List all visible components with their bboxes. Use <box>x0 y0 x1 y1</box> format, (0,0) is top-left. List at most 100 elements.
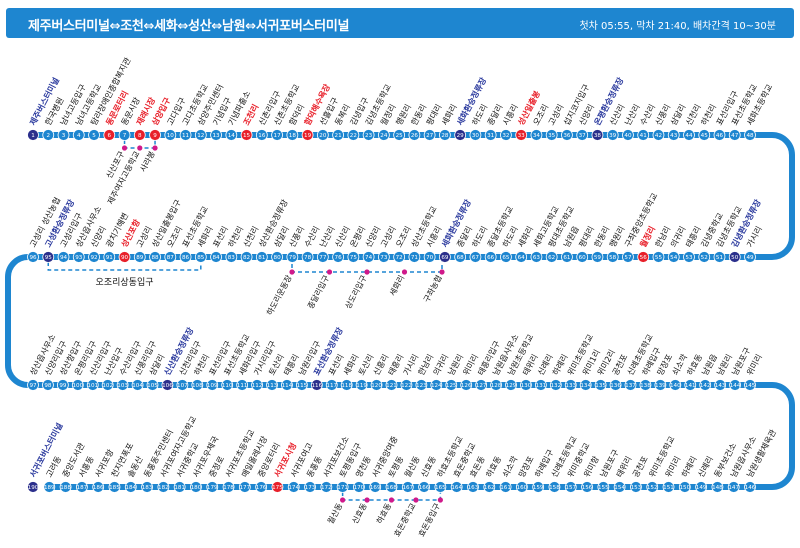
station-marker-50[interactable] <box>728 251 741 263</box>
station-marker-76[interactable] <box>332 251 345 263</box>
station-marker-179[interactable] <box>206 481 219 493</box>
station-marker-140[interactable] <box>669 379 682 391</box>
station-marker-3[interactable] <box>57 129 70 141</box>
station-marker-78[interactable] <box>301 251 314 263</box>
station-marker-122[interactable] <box>400 379 413 391</box>
station-marker-45[interactable] <box>698 129 711 141</box>
station-marker-37[interactable] <box>576 129 589 141</box>
station-marker-151[interactable] <box>662 481 675 493</box>
station-marker-73[interactable] <box>377 251 390 263</box>
station-marker-144[interactable] <box>729 379 741 391</box>
station-marker-137[interactable] <box>624 379 637 391</box>
station-marker-2[interactable] <box>42 129 55 141</box>
station-marker-102[interactable] <box>101 379 114 391</box>
station-marker-19[interactable] <box>301 129 314 141</box>
station-marker-17[interactable] <box>271 129 283 141</box>
station-marker-119[interactable] <box>355 379 368 391</box>
station-marker-172[interactable] <box>320 481 333 493</box>
station-marker-128[interactable] <box>490 379 502 391</box>
station-marker-132[interactable] <box>549 379 562 391</box>
station-marker-46[interactable] <box>713 129 726 141</box>
station-marker-25[interactable] <box>393 129 406 141</box>
station-marker-164[interactable] <box>450 481 463 493</box>
station-marker-176[interactable] <box>255 481 268 493</box>
station-marker-100[interactable] <box>71 379 84 391</box>
station-marker-104[interactable] <box>131 379 144 391</box>
station-marker-134[interactable] <box>579 379 592 391</box>
station-marker-188[interactable] <box>59 481 72 493</box>
station-marker-77[interactable] <box>316 251 329 263</box>
station-marker-131[interactable] <box>534 379 547 391</box>
station-marker-173[interactable] <box>304 481 316 493</box>
station-marker-161[interactable] <box>499 481 512 493</box>
station-marker-90[interactable] <box>118 251 131 263</box>
station-marker-170[interactable] <box>353 481 365 493</box>
station-marker-149[interactable] <box>695 481 708 493</box>
station-marker-182[interactable] <box>157 481 170 493</box>
station-marker-39[interactable] <box>606 129 619 141</box>
station-marker-44[interactable] <box>683 129 695 141</box>
station-marker-108[interactable] <box>191 379 204 391</box>
station-marker-130[interactable] <box>520 379 532 391</box>
station-marker-22[interactable] <box>347 129 360 141</box>
station-marker-68[interactable] <box>454 251 467 263</box>
station-marker-72[interactable] <box>393 251 406 263</box>
station-marker-103[interactable] <box>116 379 129 391</box>
station-marker-107[interactable] <box>176 379 189 391</box>
station-marker-14[interactable] <box>225 129 238 141</box>
station-marker-61[interactable] <box>561 251 573 263</box>
station-marker-118[interactable] <box>340 379 353 391</box>
station-marker-157[interactable] <box>564 481 577 493</box>
station-marker-181[interactable] <box>173 481 186 493</box>
station-marker-65[interactable] <box>500 251 512 263</box>
station-marker-31[interactable] <box>484 129 497 141</box>
station-marker-26[interactable] <box>408 129 421 141</box>
station-marker-1[interactable] <box>27 129 39 141</box>
station-marker-75[interactable] <box>347 251 360 263</box>
station-marker-142[interactable] <box>699 379 712 391</box>
station-marker-24[interactable] <box>377 129 390 141</box>
station-marker-55[interactable] <box>652 251 665 263</box>
station-marker-66[interactable] <box>484 251 497 263</box>
station-marker-99[interactable] <box>56 379 69 391</box>
station-marker-163[interactable] <box>467 481 479 493</box>
station-marker-83[interactable] <box>225 251 238 263</box>
station-marker-62[interactable] <box>545 251 558 263</box>
station-marker-146[interactable] <box>744 481 756 493</box>
station-marker-139[interactable] <box>654 379 667 391</box>
station-marker-148[interactable] <box>711 481 724 493</box>
station-marker-186[interactable] <box>92 481 105 493</box>
station-marker-147[interactable] <box>727 481 740 493</box>
station-marker-160[interactable] <box>515 481 528 493</box>
station-marker-23[interactable] <box>362 129 375 141</box>
station-marker-110[interactable] <box>221 379 234 391</box>
station-marker-155[interactable] <box>597 481 610 493</box>
station-marker-125[interactable] <box>445 379 458 391</box>
station-marker-28[interactable] <box>438 129 451 141</box>
station-marker-124[interactable] <box>430 379 443 391</box>
station-marker-156[interactable] <box>581 481 593 493</box>
station-marker-7[interactable] <box>118 129 131 141</box>
station-marker-135[interactable] <box>594 379 607 391</box>
station-marker-88[interactable] <box>149 251 161 263</box>
station-marker-47[interactable] <box>728 129 741 141</box>
station-marker-57[interactable] <box>622 251 634 263</box>
station-marker-60[interactable] <box>576 251 589 263</box>
station-marker-10[interactable] <box>164 129 177 141</box>
station-marker-4[interactable] <box>72 129 85 141</box>
station-marker-105[interactable] <box>146 379 159 391</box>
station-marker-80[interactable] <box>271 251 283 263</box>
station-marker-109[interactable] <box>206 379 219 391</box>
station-marker-40[interactable] <box>622 129 634 141</box>
station-marker-52[interactable] <box>698 251 711 263</box>
station-marker-85[interactable] <box>194 251 207 263</box>
station-marker-112[interactable] <box>251 379 263 391</box>
station-marker-56[interactable] <box>637 251 650 263</box>
station-marker-94[interactable] <box>57 251 70 263</box>
station-marker-29[interactable] <box>454 129 467 141</box>
station-marker-106[interactable] <box>161 379 174 391</box>
station-marker-53[interactable] <box>683 251 695 263</box>
station-marker-35[interactable] <box>545 129 558 141</box>
station-marker-153[interactable] <box>630 481 642 493</box>
station-marker-114[interactable] <box>281 379 293 391</box>
